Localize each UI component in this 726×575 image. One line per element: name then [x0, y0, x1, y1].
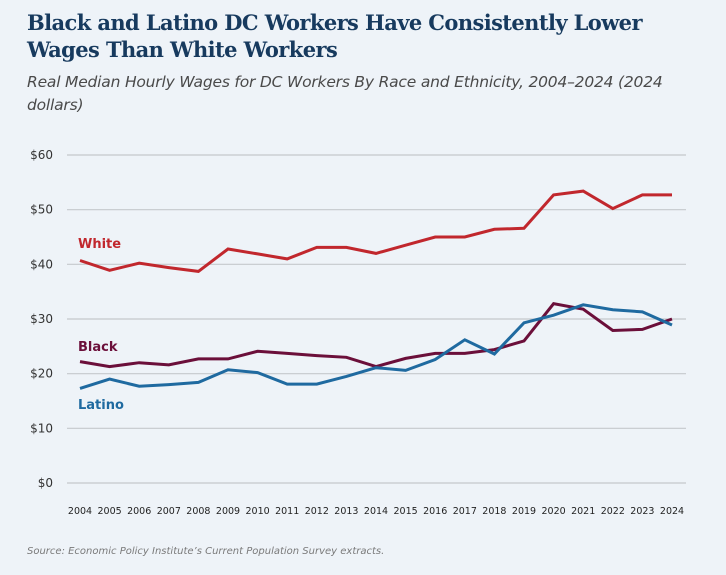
x-tick-label: 2019: [512, 506, 536, 517]
x-tick-label: 2012: [305, 506, 329, 517]
y-axis-ticks: $0 $10 $20 $30 $40 $50 $60: [30, 148, 53, 490]
x-tick-label: 2005: [98, 506, 122, 517]
gridlines: [67, 154, 686, 484]
source-note: Source: Economic Policy Institute’s Curr…: [27, 546, 385, 557]
x-tick-label: 2010: [246, 506, 270, 517]
x-tick-label: 2016: [423, 506, 447, 517]
x-tick-label: 2017: [453, 506, 477, 517]
x-tick-label: 2022: [601, 506, 625, 517]
x-tick-label: 2014: [364, 506, 388, 517]
chart-subtitle: Real Median Hourly Wages for DC Workers …: [27, 73, 663, 114]
y-tick-label: $30: [30, 312, 53, 326]
x-tick-label: 2021: [571, 506, 595, 517]
x-tick-label: 2018: [482, 506, 506, 517]
y-tick-label: $60: [30, 148, 53, 162]
series-label-black: Black: [78, 340, 118, 355]
x-axis-ticks: 2004 2005 2006 2007 2008 2009 2010 2011 2012 2013…: [68, 506, 684, 517]
x-tick-label: 2007: [157, 506, 181, 517]
series-line-white: [79, 189, 672, 273]
y-tick-label: $10: [30, 421, 53, 435]
x-tick-label: 2013: [334, 506, 358, 517]
series-line-latino: [79, 303, 673, 390]
x-tick-label: 2008: [186, 506, 210, 517]
y-tick-label: $20: [30, 367, 53, 381]
x-tick-label: 2020: [542, 506, 566, 517]
y-tick-label: $40: [30, 257, 53, 271]
chart-title: Black and Latino DC Workers Have Consist…: [27, 10, 643, 62]
y-tick-label: $50: [30, 203, 53, 217]
x-tick-label: 2004: [68, 506, 92, 517]
x-tick-label: 2011: [275, 506, 299, 517]
series-label-white: White: [78, 237, 121, 252]
series-label-latino: Latino: [78, 398, 124, 413]
x-tick-label: 2024: [660, 506, 684, 517]
x-tick-label: 2023: [630, 506, 654, 517]
x-tick-label: 2015: [394, 506, 418, 517]
x-tick-label: 2006: [127, 506, 151, 517]
x-tick-label: 2009: [216, 506, 240, 517]
series-line-black: [79, 302, 673, 369]
series-lines: [79, 189, 673, 390]
series-labels: White Black Latino: [78, 237, 124, 413]
y-tick-label: $0: [38, 476, 53, 490]
